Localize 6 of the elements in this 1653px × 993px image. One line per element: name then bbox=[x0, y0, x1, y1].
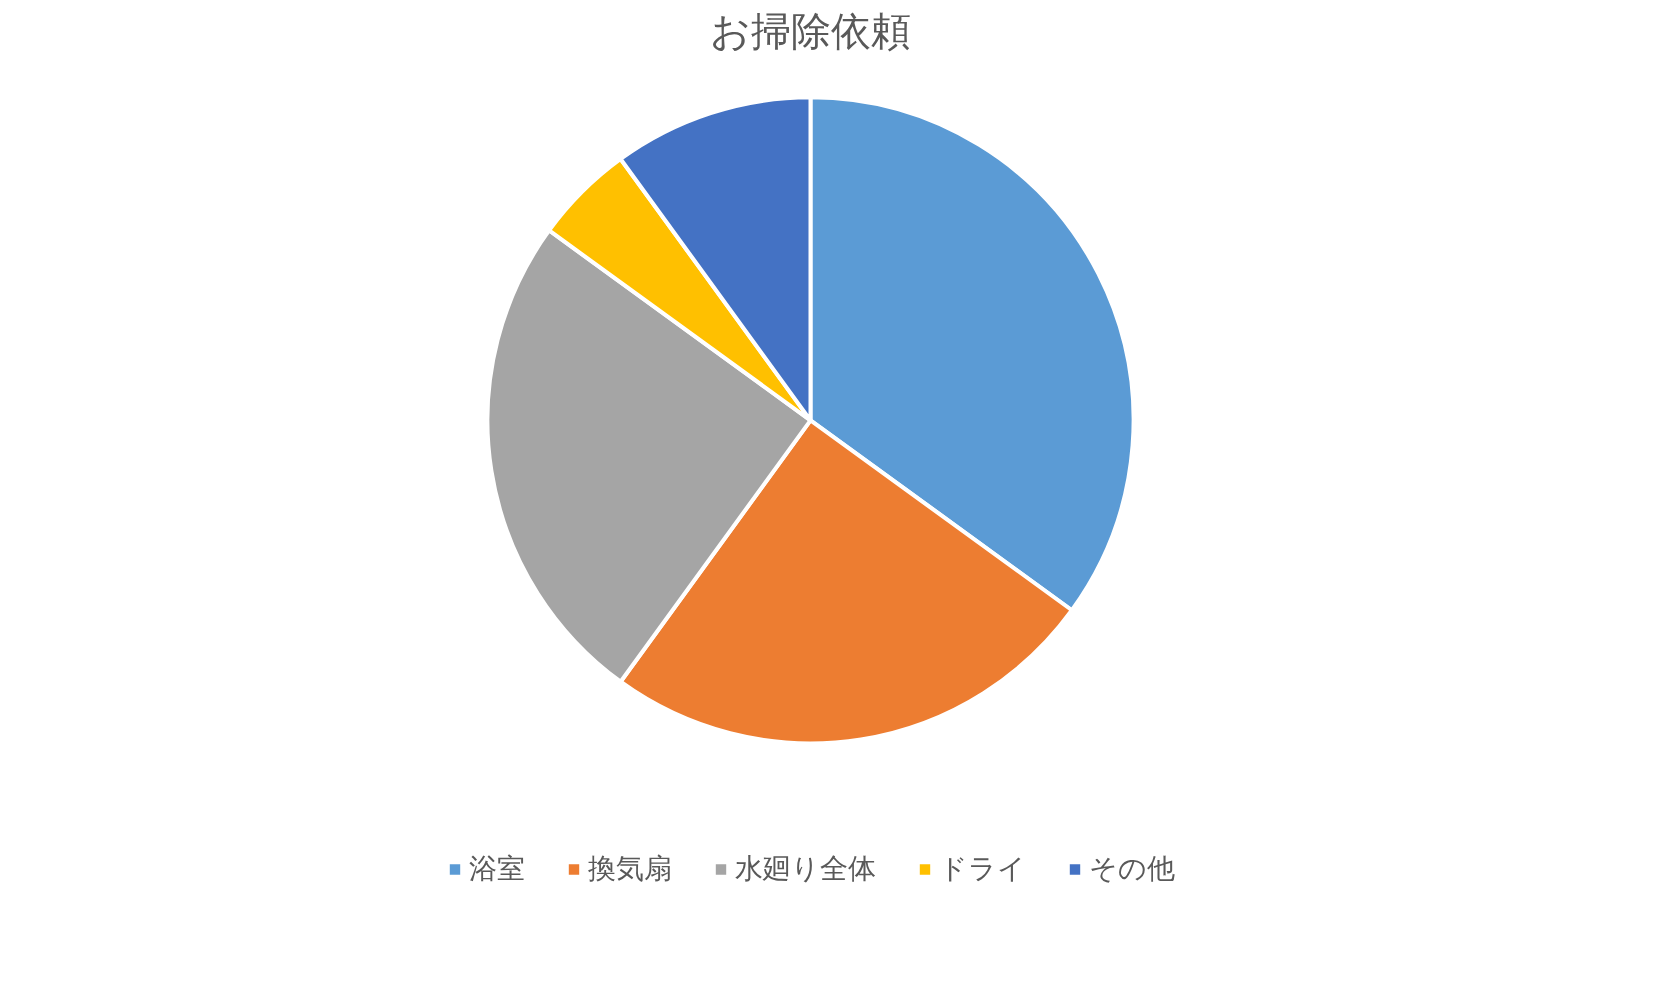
legend-label: その他 bbox=[1088, 851, 1175, 887]
legend-label: 換気扇 bbox=[587, 851, 672, 887]
legend-label: 浴室 bbox=[468, 851, 525, 887]
legend-label: ドライ bbox=[938, 851, 1026, 887]
legend-label: 水廻り全体 bbox=[734, 851, 876, 887]
chart-title: お掃除依頼 bbox=[710, 7, 911, 54]
